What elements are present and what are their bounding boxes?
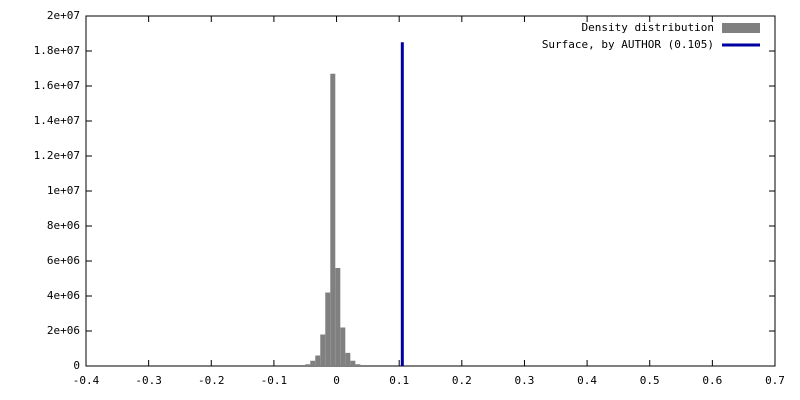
- bar: [340, 327, 346, 366]
- bar: [310, 360, 316, 366]
- y-tick-label: 4e+06: [47, 289, 80, 302]
- x-tick-label: -0.1: [261, 374, 288, 387]
- x-tick-label: 0.1: [389, 374, 409, 387]
- bar: [325, 292, 331, 366]
- bar: [355, 364, 361, 366]
- x-tick-label: 0: [333, 374, 340, 387]
- x-tick-label: 0.6: [702, 374, 722, 387]
- bar: [315, 355, 321, 366]
- bar: [345, 352, 351, 366]
- y-tick-label: 1.2e+07: [34, 149, 80, 162]
- bar: [335, 268, 341, 366]
- bar: [320, 334, 326, 366]
- legend-label: Surface, by AUTHOR (0.105): [542, 38, 714, 51]
- legend-swatch: [722, 23, 760, 33]
- bar: [330, 73, 336, 366]
- y-tick-label: 1.6e+07: [34, 79, 80, 92]
- y-tick-label: 1e+07: [47, 184, 80, 197]
- bar: [350, 360, 356, 366]
- x-tick-label: -0.2: [198, 374, 225, 387]
- y-tick-label: 1.4e+07: [34, 114, 80, 127]
- x-tick-label: -0.3: [135, 374, 162, 387]
- y-tick-label: 1.8e+07: [34, 44, 80, 57]
- x-tick-label: 0.5: [640, 374, 660, 387]
- x-tick-label: 0.3: [515, 374, 535, 387]
- y-tick-label: 2e+07: [47, 9, 80, 22]
- plot-border: [85, 15, 776, 367]
- legend-label: Density distribution: [582, 21, 714, 34]
- x-tick-label: -0.4: [73, 374, 100, 387]
- x-tick-label: 0.4: [577, 374, 597, 387]
- x-tick-label: 0.7: [765, 374, 785, 387]
- bar: [305, 364, 311, 366]
- y-tick-label: 0: [73, 359, 80, 372]
- x-tick-label: 0.2: [452, 374, 472, 387]
- y-tick-label: 8e+06: [47, 219, 80, 232]
- y-tick-label: 2e+06: [47, 324, 80, 337]
- y-tick-label: 6e+06: [47, 254, 80, 267]
